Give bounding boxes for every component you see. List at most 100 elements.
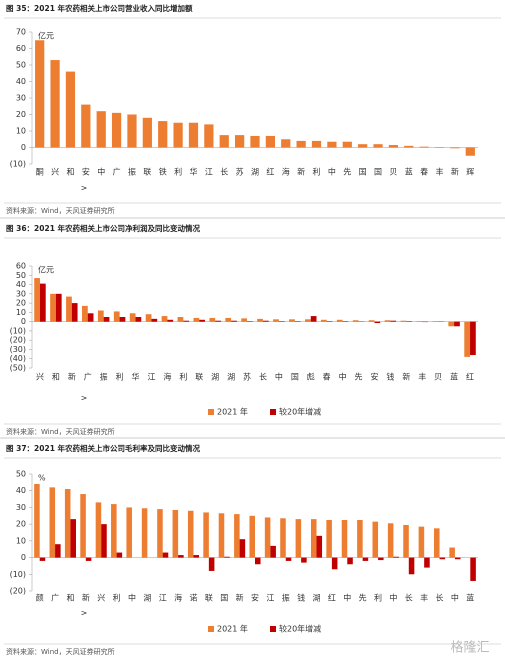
x-tick-label: 华: [132, 372, 140, 382]
bar: [384, 320, 391, 322]
bar: [372, 521, 379, 558]
x-axis-label: >: [81, 394, 88, 403]
x-tick-label: 中: [128, 593, 136, 603]
x-tick-label: 新: [236, 593, 244, 603]
bar: [320, 319, 327, 322]
bar: [111, 112, 122, 148]
bar: [218, 513, 225, 558]
legend-swatch: [208, 626, 214, 632]
x-tick-label: 安: [251, 593, 259, 603]
y-tick-label: 30: [16, 289, 26, 298]
bar: [408, 557, 415, 575]
y-tick-label: (20): [10, 336, 26, 345]
bar: [390, 320, 397, 322]
bar: [113, 311, 120, 322]
y-tick-label: 10: [16, 308, 26, 317]
legend-label: 较20年增减: [279, 624, 321, 634]
x-axis-label: >: [81, 609, 88, 618]
legend-swatch: [270, 626, 276, 632]
bar: [204, 124, 214, 148]
bar: [239, 539, 246, 558]
y-tick-label: 0: [21, 143, 26, 152]
bar: [265, 135, 275, 148]
bar: [215, 320, 221, 322]
bar: [357, 519, 363, 558]
x-tick-label: 新: [402, 372, 410, 382]
x-tick-label: 酮: [36, 168, 44, 177]
bar: [225, 317, 232, 322]
bar: [234, 514, 240, 558]
x-tick-label: 新: [68, 372, 76, 382]
x-tick-label: 中: [343, 593, 351, 603]
bar: [97, 310, 104, 322]
bar: [87, 313, 94, 322]
bar: [289, 319, 295, 322]
bar: [449, 547, 455, 558]
bar: [341, 519, 348, 558]
bar: [65, 71, 76, 148]
x-tick-label: 利: [116, 372, 124, 382]
bar: [281, 139, 291, 148]
x-tick-label: 华: [189, 167, 197, 177]
y-tick-label: 0: [21, 317, 26, 326]
bar: [34, 484, 40, 558]
x-tick-label: 蓝: [466, 593, 474, 603]
y-tick-label: 20: [16, 110, 26, 119]
bar: [470, 321, 476, 356]
x-tick-label: 安: [82, 167, 90, 177]
x-tick-label: 兴: [36, 373, 44, 382]
x-tick-label: 丰: [420, 593, 428, 603]
x-tick-label: 海: [282, 167, 290, 177]
bar: [448, 321, 455, 327]
x-tick-label: 利: [313, 167, 321, 177]
bar: [55, 544, 61, 558]
x-tick-label: 兴: [97, 594, 105, 603]
x-tick-label: 中: [328, 167, 336, 177]
watermark: 格隆汇: [450, 640, 489, 656]
x-tick-label: 春: [420, 167, 428, 177]
bar: [434, 528, 440, 558]
bar: [203, 512, 209, 558]
y-tick-label: 50: [16, 470, 26, 479]
bar: [183, 320, 190, 322]
bar: [39, 557, 46, 561]
bar: [81, 104, 91, 148]
bar: [387, 523, 394, 558]
bar: [35, 40, 45, 148]
x-tick-label: 中: [275, 372, 283, 382]
x-tick-label: 长: [436, 593, 444, 603]
x-tick-label: 和: [66, 594, 74, 603]
bar: [273, 319, 279, 322]
bar: [135, 317, 142, 322]
x-tick-label: 和: [52, 373, 60, 382]
y-tick-label: 40: [16, 486, 26, 495]
bar: [262, 320, 269, 322]
x-tick-label: 苏: [236, 167, 244, 177]
bar: [454, 321, 460, 327]
bar: [50, 293, 56, 322]
legend-swatch: [208, 409, 214, 415]
source: 资料来源：Wind，天风证券研究所: [6, 206, 115, 215]
x-tick-label: 湖: [251, 168, 259, 177]
bar: [71, 303, 78, 322]
x-tick-label: 兴: [51, 168, 59, 177]
bar: [250, 135, 260, 148]
x-tick-label: 先: [343, 167, 351, 177]
y-tick-label: (20): [10, 587, 26, 596]
bar: [80, 494, 86, 558]
x-tick-label: 广: [84, 372, 92, 382]
bar: [249, 515, 255, 558]
bar: [362, 557, 369, 561]
bar: [404, 145, 414, 148]
y-unit: %: [38, 474, 46, 483]
bar: [403, 524, 409, 558]
y-tick-label: 30: [16, 503, 26, 512]
x-tick-label: 国: [374, 168, 382, 177]
x-tick-label: 联: [205, 594, 213, 603]
x-tick-label: 蓝: [405, 167, 413, 177]
bar: [374, 321, 381, 324]
bar: [301, 557, 307, 563]
x-tick-label: 湖: [143, 594, 151, 603]
bar: [419, 146, 429, 148]
bar: [464, 321, 471, 357]
